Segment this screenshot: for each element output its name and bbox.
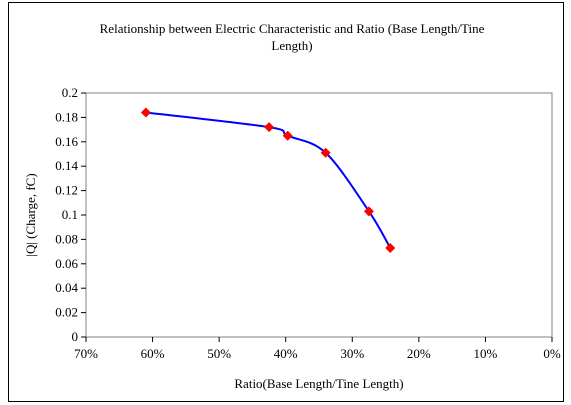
y-tick-label: 0.04: [55, 280, 78, 295]
x-tick-label: 0%: [543, 346, 561, 361]
x-tick-label: 30%: [340, 346, 364, 361]
x-tick-label: 60%: [141, 346, 165, 361]
x-axis: 70% 60% 50% 40% 30% 20% 10% 0%: [74, 337, 561, 361]
data-point-marker: [320, 147, 331, 158]
chart-title-line-2: Length): [271, 38, 312, 53]
data-point-marker: [282, 130, 293, 141]
data-point-marker: [385, 242, 396, 253]
chart-title-line-1: Relationship between Electric Characteri…: [100, 21, 485, 36]
y-tick-label: 0.18: [55, 109, 78, 124]
y-tick-label: 0.14: [55, 158, 78, 173]
y-tick-label: 0.2: [62, 85, 78, 100]
data-point-marker: [363, 206, 374, 217]
chart-svg: Relationship between Electric Characteri…: [23, 21, 561, 391]
data-point-marker: [264, 122, 275, 133]
y-tick-label: 0.08: [55, 231, 78, 246]
y-tick-label: 0.06: [55, 256, 78, 271]
series-markers: [140, 107, 396, 253]
x-tick-label: 20%: [407, 346, 431, 361]
y-tick-label: 0: [72, 329, 79, 344]
x-tick-label: 10%: [474, 346, 498, 361]
chart-frame: Relationship between Electric Characteri…: [8, 2, 564, 402]
chart-title: Relationship between Electric Characteri…: [100, 21, 485, 53]
y-tick-label: 0.02: [55, 305, 78, 320]
data-point-marker: [140, 107, 151, 118]
y-tick-label: 0.1: [62, 207, 78, 222]
x-tick-label: 70%: [74, 346, 98, 361]
y-axis: 0 0.02 0.04 0.06 0.08 0.1 0.12 0.14 0.16 0.18 0.2: [55, 85, 86, 344]
x-tick-label: 50%: [207, 346, 231, 361]
y-tick-label: 0.12: [55, 183, 78, 198]
plot-area: [85, 92, 553, 338]
y-tick-label: 0.16: [55, 134, 78, 149]
x-axis-title: Ratio(Base Length/Tine Length): [234, 376, 403, 391]
y-axis-title: |Q| (Charge, fC): [23, 173, 38, 256]
x-tick-label: 40%: [274, 346, 298, 361]
